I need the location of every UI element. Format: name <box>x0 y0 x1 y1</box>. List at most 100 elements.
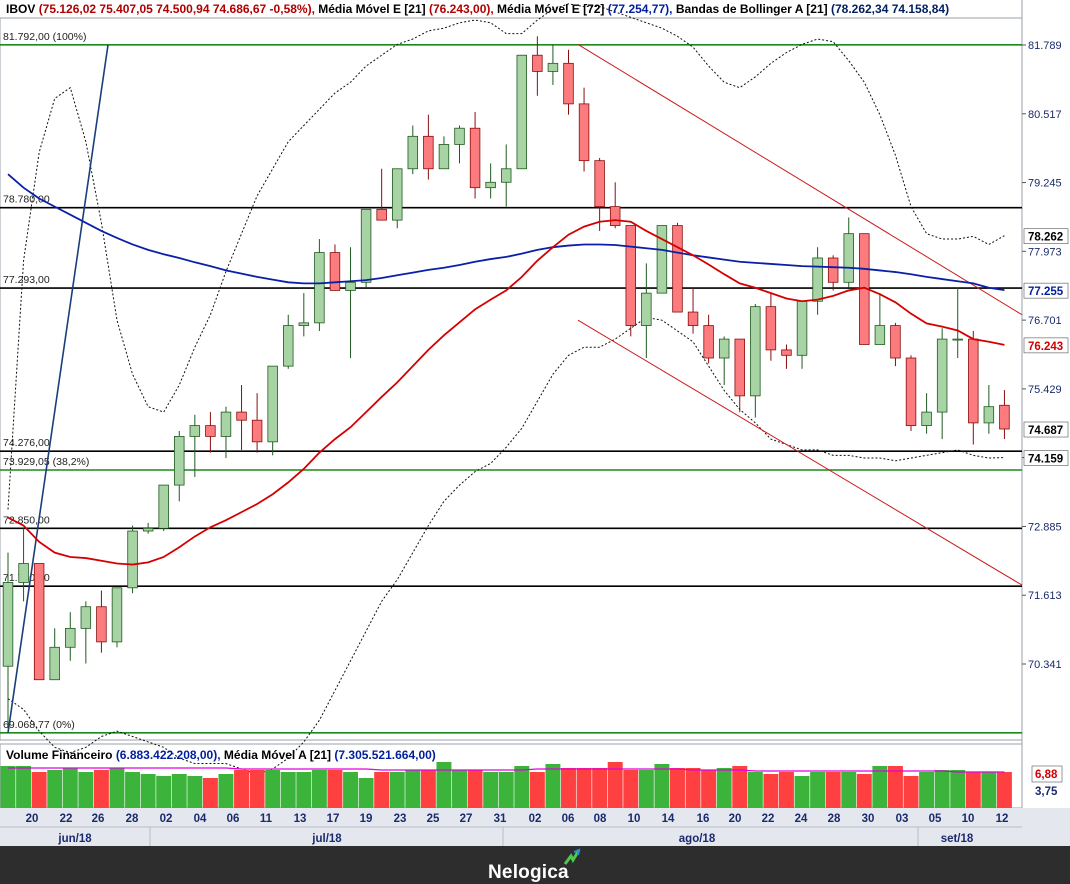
level-label: 74.276,00 <box>3 437 50 449</box>
candle-body <box>672 225 683 313</box>
footer-bar <box>0 846 1070 884</box>
candle-body <box>563 62 574 105</box>
y-tick-label: 79.245 <box>1028 178 1062 190</box>
last-value-badge <box>1023 421 1069 438</box>
volume-bar <box>374 772 390 808</box>
last-value-badge <box>1023 282 1069 299</box>
candle-body <box>65 627 76 648</box>
candle-body <box>609 206 621 226</box>
y-tick-label: 75.429 <box>1028 384 1062 396</box>
last-value-label: 77.255 <box>1028 286 1064 298</box>
candle-body <box>983 406 995 424</box>
x-tick-label: 05 <box>929 813 942 825</box>
volume-value: (6.883.422.208,00), <box>115 748 221 762</box>
ema72-line <box>7 173 1005 292</box>
candle-body <box>905 357 917 427</box>
channel-lower-line <box>577 319 1023 586</box>
volume-bar <box>529 772 545 808</box>
candle-body <box>718 338 730 359</box>
volume-bar <box>483 772 499 808</box>
volume-bar <box>981 772 997 808</box>
candle-body <box>874 325 886 345</box>
volume-axis-label: 3,75 <box>1035 786 1058 798</box>
volume-bar <box>171 774 187 808</box>
price-chart-title: IBOV (75.126,02 75.407,05 74.500,94 74.6… <box>6 2 949 16</box>
candle-body <box>220 411 232 437</box>
uptrend-line <box>7 44 109 733</box>
bollinger-upper-line <box>7 3 1005 510</box>
candle-body <box>49 646 60 681</box>
candle-body <box>438 144 450 170</box>
volume-badge <box>1031 765 1063 783</box>
last-value-label: 78.262 <box>1028 232 1063 244</box>
candle-body <box>392 168 403 221</box>
price-plot-frame <box>0 17 1023 741</box>
y-tick-label: 77.973 <box>1028 246 1062 258</box>
x-tick-label: 14 <box>662 813 675 825</box>
x-tick-label: 02 <box>160 813 173 825</box>
candle-body <box>750 306 761 397</box>
month-label: jun/18 <box>57 833 92 845</box>
level-label: 78.780,00 <box>3 194 50 206</box>
volume-bar <box>950 770 966 808</box>
volume-bar <box>654 764 670 808</box>
candle-body <box>890 325 901 359</box>
month-label: jul/18 <box>311 833 342 845</box>
brand-logo: Nelogica <box>488 848 587 884</box>
x-tick-label: 22 <box>762 813 775 825</box>
candle-body <box>968 338 979 424</box>
x-tick-label: 22 <box>60 813 73 825</box>
candle-body <box>158 484 169 529</box>
candle-body <box>827 257 839 283</box>
volume-ma-label: Média Móvel A [21] <box>223 748 332 762</box>
x-tick-label: 16 <box>697 813 710 825</box>
x-tick-label: 27 <box>460 813 473 825</box>
volume-bar <box>187 776 203 808</box>
level-label: 69.068,77 (0%) <box>3 719 75 731</box>
candle-body <box>656 225 668 294</box>
volume-bar <box>607 762 623 808</box>
volume-bar <box>623 770 639 808</box>
candle-body <box>267 365 278 443</box>
candle-body <box>2 582 14 667</box>
volume-bar <box>919 772 935 808</box>
candle-body <box>516 54 528 170</box>
x-tick-label: 19 <box>360 813 373 825</box>
volume-bar <box>872 766 888 808</box>
candle-body <box>812 257 823 302</box>
volume-bar <box>467 770 483 808</box>
level-label: 72.850,00 <box>3 514 50 526</box>
month-label: ago/18 <box>679 833 716 845</box>
candle-body <box>703 325 714 359</box>
symbol-label: IBOV <box>6 2 36 16</box>
ema21-line <box>7 219 1005 566</box>
x-tick-label: 04 <box>194 813 207 825</box>
volume-bar <box>280 772 296 808</box>
candle-body <box>174 436 185 486</box>
candle-body <box>205 425 216 437</box>
volume-bar <box>109 768 125 808</box>
ibov-values: (75.126,02 75.407,05 74.500,94 74.686,67… <box>38 2 315 16</box>
volume-bar <box>592 768 608 808</box>
candle-body <box>454 127 465 145</box>
x-tick-label: 06 <box>562 813 575 825</box>
candle-body <box>469 127 481 189</box>
x-tick-label: 10 <box>962 813 975 825</box>
volume-bar <box>576 768 592 808</box>
y-tick-label: 80.517 <box>1028 109 1062 121</box>
candle-body <box>111 587 123 643</box>
volume-bar <box>887 766 903 808</box>
volume-bar <box>31 772 47 808</box>
candle-body <box>18 563 29 583</box>
volume-bar <box>47 770 63 808</box>
y-tick-label: 72.885 <box>1028 521 1062 533</box>
volume-bar <box>732 766 748 808</box>
x-tick-label: 08 <box>594 813 607 825</box>
candle-body <box>314 252 325 324</box>
volume-bar <box>670 768 685 808</box>
last-value-badge <box>1023 337 1069 354</box>
candle-body <box>298 322 310 326</box>
volume-bar <box>903 776 919 808</box>
volume-bar <box>701 770 717 808</box>
volume-bar <box>249 770 265 808</box>
